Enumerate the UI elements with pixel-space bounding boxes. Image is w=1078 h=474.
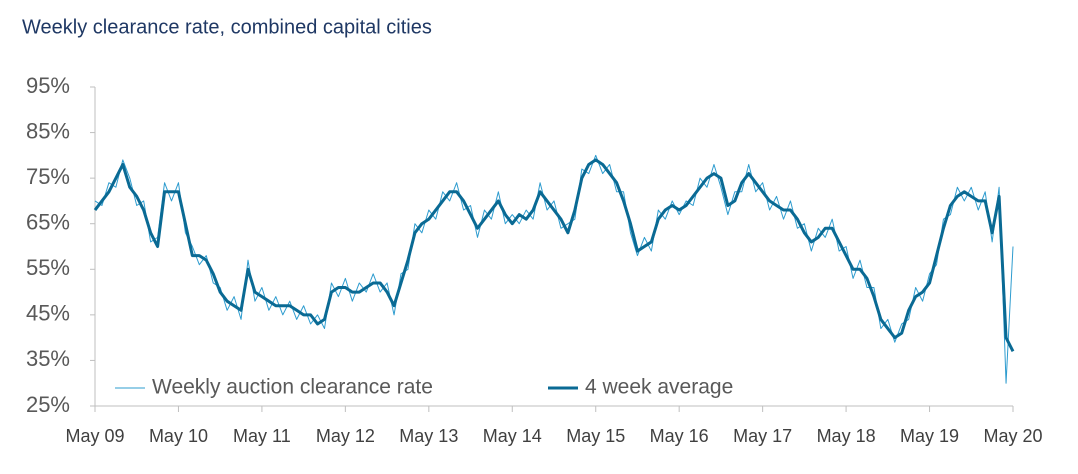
x-tick-label: May 12: [316, 426, 375, 446]
x-tick-label: May 10: [149, 426, 208, 446]
legend-label: 4 week average: [585, 376, 733, 399]
y-tick-label: 95%: [26, 73, 70, 98]
y-tick-label: 35%: [26, 346, 70, 371]
y-tick-label: 25%: [26, 392, 70, 417]
x-tick-label: May 18: [817, 426, 876, 446]
y-tick-label: 45%: [26, 301, 70, 326]
y-tick-label: 75%: [26, 164, 70, 189]
x-tick-label: May 11: [233, 426, 291, 446]
series-line: [94, 154, 1014, 384]
y-tick-label: 85%: [26, 118, 70, 143]
legend-label: Weekly auction clearance rate: [152, 376, 433, 399]
x-tick-label: May 20: [983, 426, 1042, 446]
y-tick-label: 65%: [26, 210, 70, 235]
x-tick-label: May 17: [733, 426, 792, 446]
x-tick-label: May 14: [483, 426, 542, 446]
x-tick-label: May 15: [566, 426, 625, 446]
chart-title: Weekly clearance rate, combined capital …: [22, 16, 432, 38]
x-tick-label: May 09: [65, 426, 124, 446]
x-tick-label: May 19: [900, 426, 959, 446]
x-tick-label: May 16: [650, 426, 709, 446]
y-tick-label: 55%: [26, 255, 70, 280]
x-tick-label: May 13: [399, 426, 458, 446]
series-line: [93, 158, 1015, 352]
